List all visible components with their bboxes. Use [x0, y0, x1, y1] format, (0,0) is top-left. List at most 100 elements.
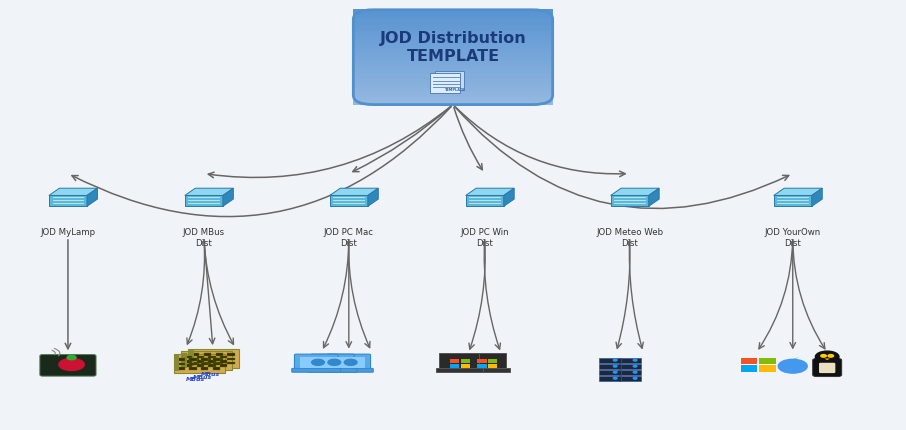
Bar — [213, 363, 220, 366]
Bar — [353, 71, 553, 75]
FancyBboxPatch shape — [188, 349, 239, 368]
Bar — [353, 102, 553, 105]
Bar — [477, 364, 487, 368]
Bar — [353, 50, 553, 53]
Bar — [450, 364, 459, 368]
Circle shape — [828, 355, 834, 357]
Bar — [208, 360, 216, 363]
Bar — [353, 67, 553, 70]
FancyBboxPatch shape — [181, 351, 232, 370]
Bar — [204, 362, 211, 365]
Bar — [353, 10, 553, 13]
FancyBboxPatch shape — [430, 74, 459, 93]
Text: JOD Distribution: JOD Distribution — [380, 31, 526, 46]
Circle shape — [633, 359, 637, 361]
Circle shape — [613, 359, 617, 361]
Bar — [488, 359, 497, 363]
Bar — [353, 74, 553, 77]
Bar — [461, 364, 470, 368]
Bar — [450, 359, 459, 363]
FancyBboxPatch shape — [294, 354, 338, 371]
Bar — [353, 55, 553, 58]
Polygon shape — [330, 189, 379, 196]
Circle shape — [633, 366, 637, 367]
Bar — [353, 95, 553, 98]
Bar — [192, 358, 199, 360]
Bar — [353, 57, 553, 60]
Bar — [192, 362, 199, 365]
Bar — [353, 34, 553, 37]
Bar — [185, 356, 192, 359]
Bar — [353, 12, 553, 15]
Circle shape — [778, 359, 807, 373]
Bar — [201, 359, 208, 361]
Polygon shape — [49, 196, 87, 207]
Bar — [188, 350, 194, 366]
Bar — [197, 360, 204, 363]
Bar — [353, 31, 553, 34]
Polygon shape — [611, 189, 660, 196]
Polygon shape — [87, 189, 98, 207]
Bar — [353, 41, 553, 44]
Circle shape — [67, 356, 76, 360]
Circle shape — [328, 359, 341, 365]
Bar — [353, 60, 553, 63]
Bar — [181, 353, 187, 369]
FancyBboxPatch shape — [327, 354, 371, 371]
FancyBboxPatch shape — [813, 359, 842, 377]
FancyBboxPatch shape — [292, 369, 341, 372]
Bar — [353, 24, 553, 28]
Polygon shape — [774, 196, 812, 207]
FancyBboxPatch shape — [300, 357, 333, 368]
Bar — [353, 62, 553, 65]
FancyBboxPatch shape — [467, 353, 506, 369]
Polygon shape — [466, 196, 504, 207]
Bar — [353, 64, 553, 68]
Polygon shape — [49, 189, 98, 196]
Bar — [216, 358, 223, 360]
Bar — [619, 358, 641, 363]
Bar — [353, 52, 553, 56]
Bar — [353, 88, 553, 91]
Bar — [353, 90, 553, 94]
Bar — [461, 359, 470, 363]
Circle shape — [821, 355, 826, 357]
Bar — [353, 29, 553, 32]
Polygon shape — [774, 189, 823, 196]
Bar — [178, 363, 185, 366]
Bar — [599, 370, 621, 375]
Bar — [197, 365, 204, 367]
FancyBboxPatch shape — [40, 355, 96, 376]
Polygon shape — [223, 189, 234, 207]
Bar — [353, 38, 553, 42]
FancyBboxPatch shape — [819, 363, 835, 373]
Bar — [353, 43, 553, 46]
Polygon shape — [466, 189, 515, 196]
Polygon shape — [812, 189, 823, 207]
Circle shape — [613, 378, 617, 379]
Bar — [353, 27, 553, 30]
Text: MBus: MBus — [200, 371, 220, 376]
Bar — [488, 364, 497, 368]
Bar — [189, 359, 197, 361]
Bar — [216, 362, 223, 365]
Bar — [216, 353, 223, 356]
Text: JOD Meteo Web
Dist: JOD Meteo Web Dist — [596, 227, 663, 247]
Bar — [213, 367, 220, 370]
Polygon shape — [611, 196, 649, 207]
FancyBboxPatch shape — [333, 357, 365, 368]
FancyBboxPatch shape — [435, 72, 464, 91]
Text: JOD YourOwn
Dist: JOD YourOwn Dist — [765, 227, 821, 247]
Text: MBus: MBus — [186, 376, 206, 381]
Bar — [741, 358, 757, 365]
Circle shape — [344, 359, 357, 365]
Bar — [208, 356, 216, 359]
Bar — [197, 356, 204, 359]
Bar — [208, 365, 216, 367]
Bar — [759, 366, 776, 372]
Bar — [227, 362, 235, 365]
Text: JOD MBus
Dist: JOD MBus Dist — [183, 227, 225, 247]
Bar — [599, 358, 621, 363]
Bar — [353, 46, 553, 49]
FancyBboxPatch shape — [174, 354, 225, 373]
